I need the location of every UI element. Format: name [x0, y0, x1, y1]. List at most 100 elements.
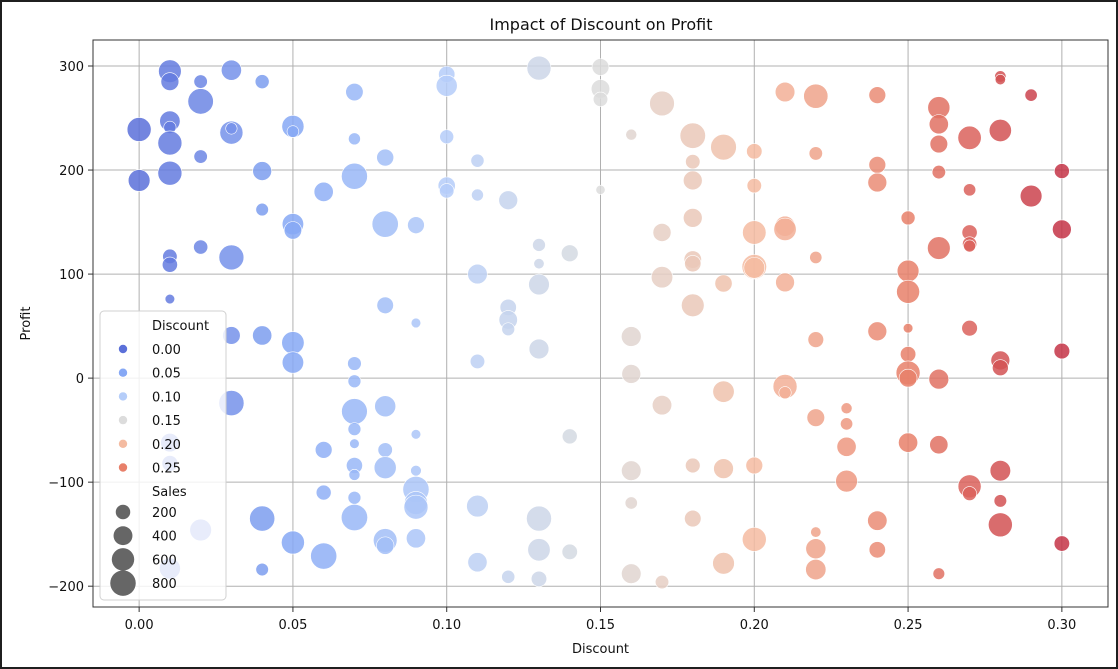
legend-box — [99, 310, 227, 601]
scatter-point — [988, 512, 1013, 538]
scatter-point — [898, 432, 919, 453]
scatter-point — [683, 170, 703, 191]
scatter-point — [681, 293, 705, 317]
scatter-point — [624, 496, 638, 510]
scatter-point — [994, 74, 1006, 86]
scatter-point — [867, 321, 888, 342]
scatter-point — [621, 460, 642, 481]
scatter-point — [651, 395, 673, 416]
y-tick-label: 300 — [59, 60, 84, 75]
scatter-point — [652, 223, 672, 242]
legend: Discount 0.00 0.05 0.10 0.15 0.20 0.25 Sales 200… — [99, 310, 227, 601]
legend-hue-marker — [118, 415, 128, 425]
scatter-point — [340, 504, 368, 531]
scatter-point — [625, 128, 638, 141]
scatter-point — [929, 435, 949, 455]
scatter-point — [532, 238, 546, 252]
scatter-point — [347, 356, 362, 371]
scatter-point — [810, 526, 822, 538]
legend-size-marker — [115, 504, 131, 520]
scatter-point — [161, 256, 178, 273]
scatter-point — [746, 178, 762, 194]
scatter-point — [252, 325, 273, 346]
legend-hue-title: Discount — [152, 319, 209, 334]
scatter-point — [989, 460, 1011, 482]
scatter-point — [561, 543, 578, 560]
scatter-point — [439, 183, 455, 199]
scatter-point — [526, 505, 552, 532]
scatter-point — [963, 183, 977, 197]
scatter-point — [373, 456, 397, 479]
legend-size-label: 400 — [152, 530, 177, 545]
scatter-point — [900, 346, 917, 363]
scatter-point — [710, 133, 737, 161]
x-tick-label: 0.05 — [278, 618, 307, 633]
legend-size-title: Sales — [152, 485, 187, 500]
scatter-point — [961, 320, 978, 337]
scatter-point — [374, 395, 397, 418]
x-tick-label: 0.25 — [894, 618, 923, 633]
scatter-point — [867, 172, 888, 193]
scatter-point — [376, 536, 395, 555]
scatter-point — [410, 465, 422, 477]
legend-size-label: 600 — [152, 553, 177, 568]
y-tick-label: 0 — [76, 372, 84, 387]
scatter-point — [157, 160, 183, 186]
scatter-point — [778, 386, 792, 400]
scatter-point — [957, 125, 982, 150]
scatter-point — [193, 149, 208, 164]
scatter-point — [840, 402, 853, 415]
scatter-point — [348, 469, 361, 481]
y-tick-label: −100 — [48, 476, 84, 491]
scatter-point — [533, 258, 545, 270]
scatter-point — [407, 216, 425, 234]
scatter-point — [650, 266, 674, 289]
scatter-point — [1053, 342, 1071, 360]
scatter-point — [435, 74, 458, 97]
scatter-point — [160, 72, 180, 91]
scatter-point — [932, 567, 946, 580]
scatter-point — [591, 58, 610, 76]
scatter-point — [501, 322, 515, 336]
legend-hue-label: 0.05 — [152, 367, 181, 382]
scatter-point — [592, 91, 609, 107]
scatter-point — [929, 134, 948, 154]
scatter-point — [220, 59, 242, 81]
scatter-point — [805, 559, 827, 581]
scatter-point — [836, 436, 857, 457]
scatter-point — [498, 190, 518, 210]
legend-hue-label: 0.15 — [152, 414, 181, 429]
scatter-point — [679, 122, 706, 149]
legend-hue-marker — [118, 344, 128, 354]
scatter-point — [281, 530, 305, 555]
scatter-point — [1054, 163, 1070, 179]
legend-hue-marker — [118, 392, 128, 401]
scatter-point — [1053, 535, 1070, 552]
legend-size-marker — [110, 570, 136, 596]
scatter-point — [315, 484, 332, 501]
scatter-point — [349, 438, 360, 449]
scatter-point — [898, 368, 918, 388]
scatter-point — [868, 156, 887, 174]
scatter-point — [712, 552, 735, 575]
scatter-point — [164, 293, 176, 305]
scatter-point — [561, 244, 579, 263]
scatter-point — [314, 441, 333, 459]
legend-size-label: 200 — [152, 506, 177, 521]
scatter-point — [1019, 184, 1043, 208]
scatter-point — [466, 494, 489, 518]
scatter-point — [993, 494, 1007, 508]
scatter-point — [621, 563, 642, 584]
scatter-point — [805, 538, 827, 560]
scatter-point — [928, 114, 949, 135]
scatter-point — [746, 143, 763, 160]
scatter-point — [775, 272, 795, 293]
scatter-point — [528, 338, 550, 360]
scatter-point — [501, 569, 516, 584]
scatter-point — [187, 88, 214, 115]
scatter-point — [157, 130, 183, 156]
scatter-point — [376, 296, 394, 314]
scatter-points — [126, 55, 1072, 590]
